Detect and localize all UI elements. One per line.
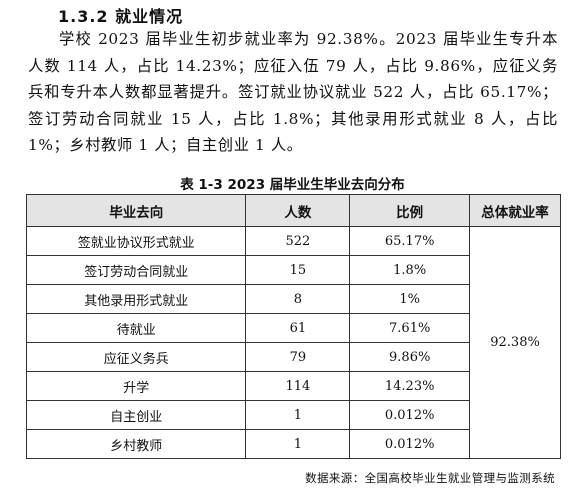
header-overall-rate: 总体就业率 xyxy=(469,194,561,227)
table-caption: 表 1-3 2023 届毕业生毕业去向分布 xyxy=(180,177,405,193)
cell-destination: 自主创业 xyxy=(25,400,247,430)
cell-destination: 应征义务兵 xyxy=(25,342,247,372)
cell-ratio: 0.012% xyxy=(349,400,471,430)
table-row: 签就业协议形式就业 522 65.17% 92.38% xyxy=(25,226,561,459)
cell-destination: 其他录用形式就业 xyxy=(25,284,247,314)
cell-destination: 待就业 xyxy=(25,313,247,343)
cell-count: 1 xyxy=(245,429,351,459)
cell-destination: 乡村教师 xyxy=(25,429,247,459)
table-row: 签订劳动合同就业 15 1.8% xyxy=(25,255,561,285)
data-source-note: 数据来源：全国高校毕业生就业管理与监测系统 xyxy=(305,471,555,485)
cell-overall-rate: 92.38% xyxy=(469,226,561,459)
header-destination: 毕业去向 xyxy=(25,194,247,227)
table-row: 待就业 61 7.61% xyxy=(25,313,561,343)
table-header-row: 毕业去向 人数 比例 总体就业率 xyxy=(25,194,561,227)
cell-ratio: 1% xyxy=(349,284,471,314)
cell-ratio: 1.8% xyxy=(349,255,471,285)
header-ratio: 比例 xyxy=(349,194,471,227)
cell-ratio: 65.17% xyxy=(349,226,471,256)
table-row: 其他录用形式就业 8 1% xyxy=(25,284,561,314)
cell-count: 1 xyxy=(245,400,351,430)
cell-ratio: 7.61% xyxy=(349,313,471,343)
cell-count: 15 xyxy=(245,255,351,285)
table-row: 应征义务兵 79 9.86% xyxy=(25,342,561,372)
cell-count: 61 xyxy=(245,313,351,343)
cell-count: 79 xyxy=(245,342,351,372)
cell-count: 522 xyxy=(245,226,351,256)
cell-count: 8 xyxy=(245,284,351,314)
cell-ratio: 14.23% xyxy=(349,371,471,401)
table-row: 自主创业 1 0.012% xyxy=(25,400,561,430)
cell-destination: 升学 xyxy=(25,371,247,401)
cell-ratio: 0.012% xyxy=(349,429,471,459)
table-row: 乡村教师 1 0.012% xyxy=(25,429,561,459)
cell-count: 114 xyxy=(245,371,351,401)
cell-destination: 签订劳动合同就业 xyxy=(25,255,247,285)
cell-destination: 签就业协议形式就业 xyxy=(25,226,247,256)
header-count: 人数 xyxy=(245,194,351,227)
cell-ratio: 9.86% xyxy=(349,342,471,372)
employment-paragraph: 学校 2023 届毕业生初步就业率为 92.38%。2023 届毕业生专升本人数… xyxy=(28,30,558,154)
destination-table: 毕业去向 人数 比例 总体就业率 签就业协议形式就业 522 65.17% 92… xyxy=(25,194,561,459)
section-heading: 1.3.2 就业情况 xyxy=(58,7,184,26)
